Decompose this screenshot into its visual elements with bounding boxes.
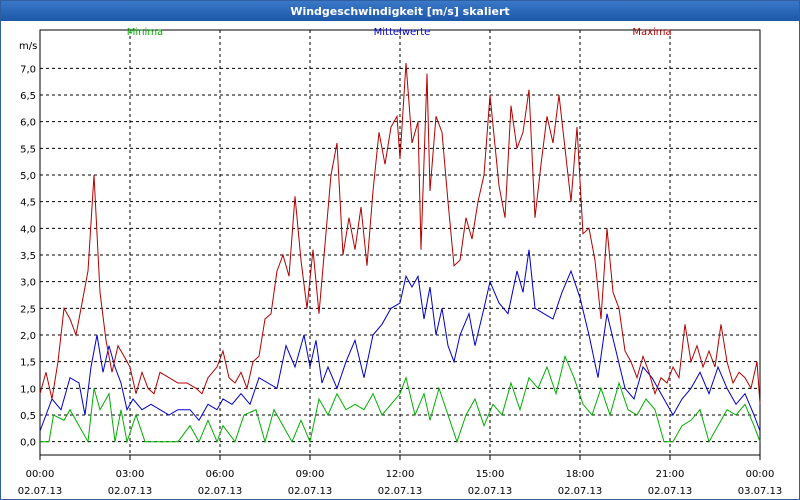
y-tick-label: 7,0 [20,64,36,75]
y-tick-label: 4,5 [20,198,36,209]
x-tick-date: 02.07.13 [198,486,243,497]
x-tick-time: 06:00 [206,469,235,480]
y-tick-label: 0,0 [20,438,36,449]
x-tick-time: 15:00 [476,469,505,480]
x-tick-date: 02.07.13 [108,486,153,497]
x-tick-time: 18:00 [566,469,595,480]
series-line-mittelwerte [39,249,761,432]
y-tick-label: 2,5 [20,304,36,315]
x-tick-time: 09:00 [296,469,325,480]
x-tick-date: 02.07.13 [378,486,423,497]
x-tick-time: 21:00 [656,469,685,480]
window-title: Windgeschwindigkeit [m/s] skaliert [1,1,799,21]
y-tick-label: 1,0 [20,384,36,395]
y-tick-label: 6,0 [20,118,36,129]
x-tick-date: 02.07.13 [558,486,603,497]
x-tick-time: 00:00 [746,469,775,480]
y-tick-label: 5,0 [20,171,36,182]
x-tick-time: 03:00 [116,469,145,480]
x-tick-date: 02.07.13 [18,486,63,497]
x-tick-date: 02.07.13 [648,486,693,497]
x-tick-time: 12:00 [386,469,415,480]
x-tick-date: 03.07.13 [738,486,783,497]
series-line-minima [40,354,761,444]
legend-maxima: Maxima [632,27,671,38]
y-tick-label: 5,5 [20,144,36,155]
x-tick-time: 00:00 [26,469,55,480]
legend-mittelwerte: Mittelwerte [374,27,431,38]
y-tick-label: 3,5 [20,251,36,262]
series-line-maxima [39,62,761,405]
x-tick-date: 02.07.13 [468,486,513,497]
y-tick-label: 6,5 [20,91,36,102]
x-tick-date: 02.07.13 [288,486,333,497]
y-tick-label: 2,0 [20,331,36,342]
y-tick-label: 1,5 [20,358,36,369]
y-tick-label: 4,0 [20,224,36,235]
y-axis-label: m/s [19,41,37,52]
legend-minima: Minima [127,27,163,38]
y-tick-label: 3,0 [20,278,36,289]
y-tick-label: 0,5 [20,411,36,422]
